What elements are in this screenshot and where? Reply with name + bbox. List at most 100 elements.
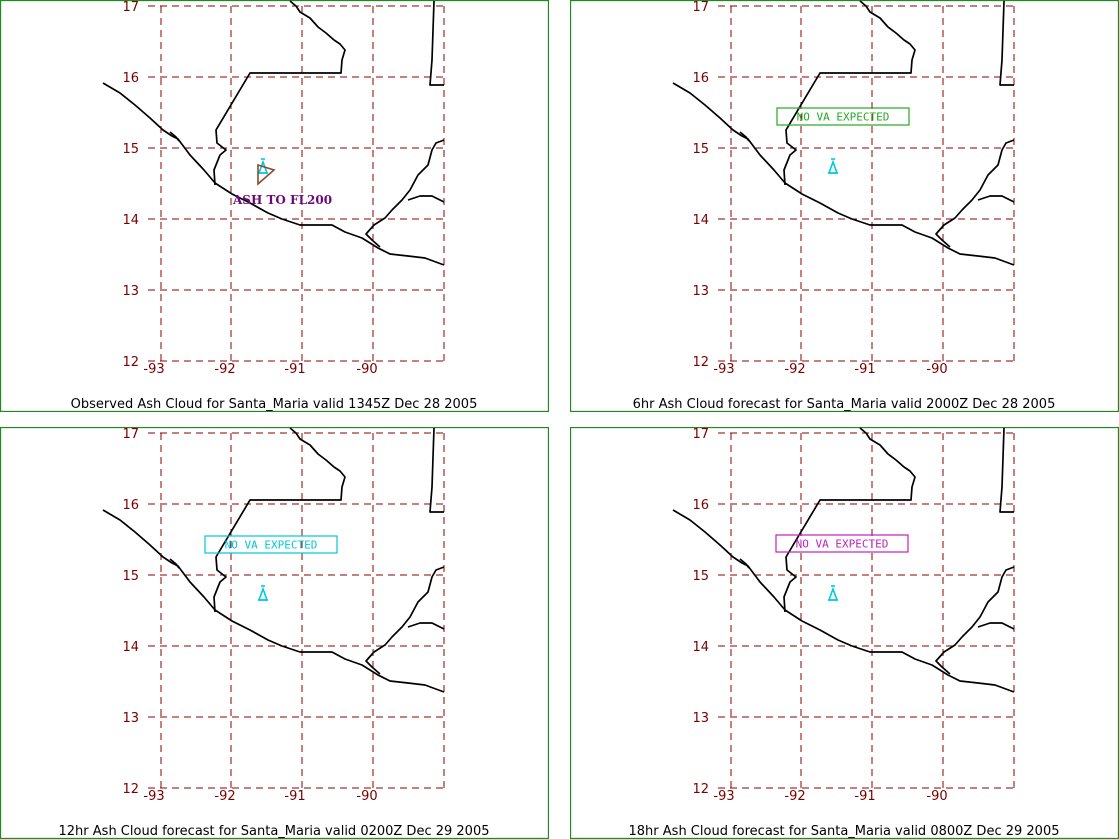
lat-tick-label: 12 bbox=[692, 782, 709, 797]
map-panel-3: NO VA EXPECTED 17 16 15 14 13 12 -93 -92… bbox=[0, 427, 549, 839]
lat-tick-label: 13 bbox=[122, 284, 139, 299]
lat-tick-labels: 17 16 15 14 13 12 bbox=[122, 427, 139, 797]
map-panel-2: NO VA EXPECTED 17 16 15 14 13 12 -93 -92… bbox=[570, 0, 1119, 412]
pacific-coastline bbox=[102, 509, 445, 693]
lon-tick-labels: -93 -92 -91 -90 bbox=[143, 362, 377, 377]
lon-tick-label: -90 bbox=[356, 789, 377, 804]
lon-tick-label: -91 bbox=[284, 789, 305, 804]
lon-tick-label: -92 bbox=[784, 789, 805, 804]
lon-tick-label: -93 bbox=[713, 789, 734, 804]
map-svg: NO VA EXPECTED 17 16 15 14 13 12 -93 -92… bbox=[570, 0, 1119, 412]
coast-notch bbox=[169, 131, 180, 142]
lat-tick-label: 14 bbox=[692, 213, 709, 228]
lat-tick-label: 16 bbox=[122, 71, 139, 86]
lon-tick-label: -92 bbox=[784, 362, 805, 377]
lat-tick-label: 13 bbox=[122, 711, 139, 726]
lon-tick-label: -90 bbox=[356, 362, 377, 377]
honduras-border bbox=[977, 622, 1015, 630]
lat-tick-label: 17 bbox=[122, 0, 139, 15]
mexico-guatemala-border bbox=[783, 427, 916, 613]
no-va-expected-box: NO VA EXPECTED bbox=[204, 535, 338, 554]
no-va-expected-box: NO VA EXPECTED bbox=[775, 534, 909, 553]
panel-caption: Observed Ash Cloud for Santa_Maria valid… bbox=[71, 397, 478, 412]
lat-tick-labels: 17 16 15 14 13 12 bbox=[122, 0, 139, 370]
volcano-icon bbox=[827, 158, 839, 174]
mexico-guatemala-border bbox=[783, 0, 916, 186]
belize-border bbox=[429, 0, 444, 86]
lon-tick-label: -92 bbox=[214, 789, 235, 804]
lat-tick-label: 15 bbox=[692, 142, 709, 157]
map-svg: ASH TO FL200 17 16 15 14 13 12 -93 -92 -… bbox=[0, 0, 549, 412]
lat-tick-labels: 17 16 15 14 13 12 bbox=[692, 0, 709, 370]
map-panel-4: NO VA EXPECTED 17 16 15 14 13 12 -93 -92… bbox=[570, 427, 1119, 839]
lat-tick-label: 12 bbox=[122, 782, 139, 797]
lon-tick-label: -91 bbox=[854, 362, 875, 377]
mexico-guatemala-border bbox=[213, 0, 346, 186]
no-va-expected-text: NO VA EXPECTED bbox=[796, 538, 889, 551]
belize-border bbox=[999, 427, 1014, 513]
lat-lon-grid bbox=[148, 432, 445, 789]
lat-tick-label: 13 bbox=[692, 711, 709, 726]
lon-tick-labels: -93 -92 -91 -90 bbox=[713, 789, 947, 804]
pacific-coastline bbox=[102, 82, 445, 266]
lon-tick-label: -93 bbox=[713, 362, 734, 377]
coast-notch bbox=[739, 131, 750, 142]
pacific-coastline bbox=[672, 82, 1015, 266]
lat-tick-label: 15 bbox=[692, 569, 709, 584]
lat-lon-grid bbox=[718, 432, 1015, 789]
mexico-guatemala-border bbox=[213, 427, 346, 613]
honduras-border bbox=[977, 195, 1015, 203]
lon-tick-label: -90 bbox=[926, 789, 947, 804]
ash-cloud-label: ASH TO FL200 bbox=[232, 193, 332, 207]
no-va-expected-box: NO VA EXPECTED bbox=[776, 107, 910, 126]
lon-tick-label: -93 bbox=[143, 789, 164, 804]
honduras-border bbox=[407, 195, 445, 203]
lat-tick-label: 15 bbox=[122, 569, 139, 584]
guatemala-salvador-border bbox=[365, 139, 445, 248]
panel-caption: 12hr Ash Cloud forecast for Santa_Maria … bbox=[59, 824, 490, 839]
coast-notch bbox=[739, 558, 750, 569]
lon-tick-labels: -93 -92 -91 -90 bbox=[713, 362, 947, 377]
lon-tick-label: -91 bbox=[284, 362, 305, 377]
lon-tick-label: -93 bbox=[143, 362, 164, 377]
lat-tick-label: 16 bbox=[122, 498, 139, 513]
volcano-icon bbox=[257, 585, 269, 601]
lat-tick-label: 16 bbox=[692, 71, 709, 86]
no-va-expected-text: NO VA EXPECTED bbox=[797, 111, 890, 124]
lat-tick-labels: 17 16 15 14 13 12 bbox=[692, 427, 709, 797]
panel-frame bbox=[0, 0, 549, 412]
panel-frame bbox=[570, 0, 1119, 412]
panel-caption: 6hr Ash Cloud forecast for Santa_Maria v… bbox=[633, 397, 1056, 412]
panel-frame bbox=[570, 427, 1119, 839]
volcano-icon bbox=[827, 585, 839, 601]
lat-tick-label: 14 bbox=[122, 213, 139, 228]
lon-tick-label: -92 bbox=[214, 362, 235, 377]
lat-tick-label: 15 bbox=[122, 142, 139, 157]
lat-tick-label: 13 bbox=[692, 284, 709, 299]
guatemala-salvador-border bbox=[935, 566, 1015, 675]
lon-tick-labels: -93 -92 -91 -90 bbox=[143, 789, 377, 804]
lat-lon-grid bbox=[148, 5, 445, 362]
lon-tick-label: -91 bbox=[854, 789, 875, 804]
lat-tick-label: 14 bbox=[692, 640, 709, 655]
lat-tick-label: 17 bbox=[692, 0, 709, 15]
lat-lon-grid bbox=[718, 5, 1015, 362]
coast-notch bbox=[169, 558, 180, 569]
map-panel-1: ASH TO FL200 17 16 15 14 13 12 -93 -92 -… bbox=[0, 0, 549, 412]
pacific-coastline bbox=[672, 509, 1015, 693]
belize-border bbox=[999, 0, 1014, 86]
lat-tick-label: 12 bbox=[692, 355, 709, 370]
guatemala-salvador-border bbox=[935, 139, 1015, 248]
guatemala-salvador-border bbox=[365, 566, 445, 675]
honduras-border bbox=[407, 622, 445, 630]
lat-tick-label: 16 bbox=[692, 498, 709, 513]
no-va-expected-text: NO VA EXPECTED bbox=[225, 539, 318, 552]
map-svg: NO VA EXPECTED 17 16 15 14 13 12 -93 -92… bbox=[0, 427, 549, 839]
lat-tick-label: 17 bbox=[692, 427, 709, 442]
lat-tick-label: 14 bbox=[122, 640, 139, 655]
panel-caption: 18hr Ash Cloud forecast for Santa_Maria … bbox=[629, 824, 1060, 839]
belize-border bbox=[429, 427, 444, 513]
map-svg: NO VA EXPECTED 17 16 15 14 13 12 -93 -92… bbox=[570, 427, 1119, 839]
panel-frame bbox=[0, 427, 549, 839]
lat-tick-label: 12 bbox=[122, 355, 139, 370]
